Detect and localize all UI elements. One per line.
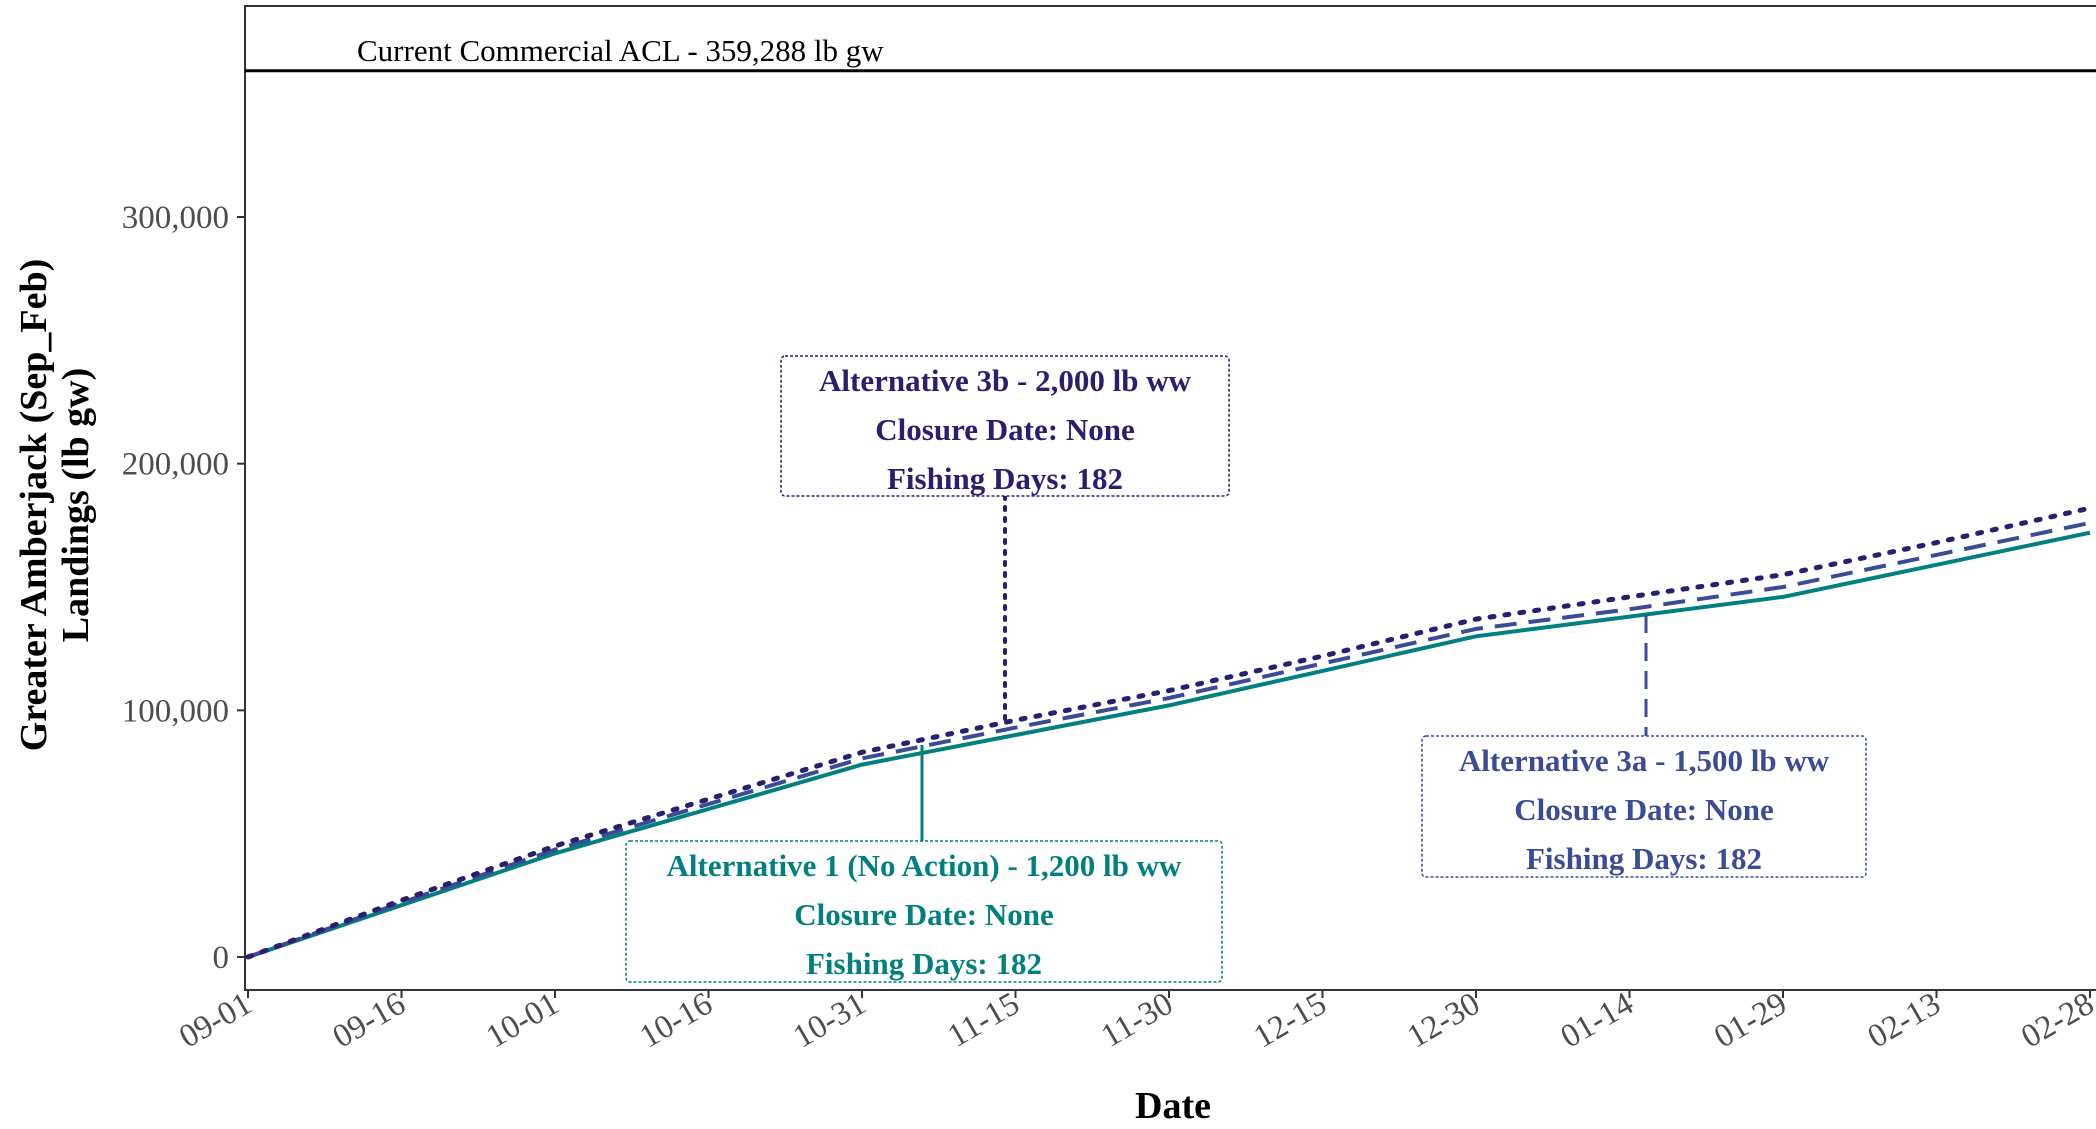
annotation-text-alt1: Fishing Days: 182 [806, 946, 1042, 981]
x-tick-label: 01-29 [1708, 986, 1793, 1056]
annotation-text-alt1: Alternative 1 (No Action) - 1,200 lb ww [667, 848, 1182, 883]
series-line-alt3a [247, 520, 2091, 959]
x-tick-label: 09-16 [327, 986, 412, 1056]
y-axis-title-line: Greater Amberjack (Sep_Feb) [13, 259, 55, 751]
annotation-text-alt3b: Fishing Days: 182 [887, 461, 1123, 496]
y-axis-title-line: Landings (lb gw) [55, 368, 97, 643]
x-tick-label: 02-13 [1862, 986, 1947, 1056]
acl-reference-label: Current Commercial ACL - 359,288 lb gw [357, 33, 884, 68]
x-tick-label: 12-15 [1248, 986, 1333, 1056]
series-line-alt1 [247, 530, 2091, 959]
series-line-alt3b [245, 505, 2093, 960]
annotation-text-alt3b: Closure Date: None [875, 412, 1134, 447]
y-tick-label: 200,000 [122, 447, 229, 483]
annotation-text-alt3a: Alternative 3a - 1,500 lb ww [1459, 743, 1830, 778]
x-tick-label: 09-01 [173, 986, 258, 1056]
annotation-text-alt3a: Closure Date: None [1514, 792, 1773, 827]
y-tick-label: 0 [213, 940, 230, 976]
y-tick-label: 100,000 [122, 693, 229, 729]
annotation-box-alt3a [1421, 735, 1867, 878]
x-tick-label: 11-15 [942, 986, 1026, 1055]
x-tick-label: 10-16 [634, 986, 719, 1056]
annotation-box-alt3b [780, 355, 1230, 497]
x-axis-title: Date [1135, 1085, 1211, 1124]
x-tick-label: 11-30 [1095, 986, 1179, 1055]
y-axis-title: Greater Amberjack (Sep_Feb)Landings (lb … [13, 259, 97, 751]
annotation-text-alt3b: Alternative 3b - 2,000 lb ww [819, 363, 1192, 398]
x-tick-label: 12-30 [1401, 986, 1486, 1056]
y-tick-label: 300,000 [122, 200, 229, 236]
annotation-text-alt3a: Fishing Days: 182 [1526, 841, 1762, 876]
x-tick-label: 10-31 [787, 986, 872, 1056]
x-tick-label: 02-28 [2015, 986, 2096, 1056]
annotation-box-alt1 [625, 840, 1223, 983]
x-tick-label: 10-01 [480, 986, 565, 1056]
annotation-text-alt1: Closure Date: None [794, 897, 1053, 932]
x-tick-label: 01-14 [1555, 986, 1640, 1056]
